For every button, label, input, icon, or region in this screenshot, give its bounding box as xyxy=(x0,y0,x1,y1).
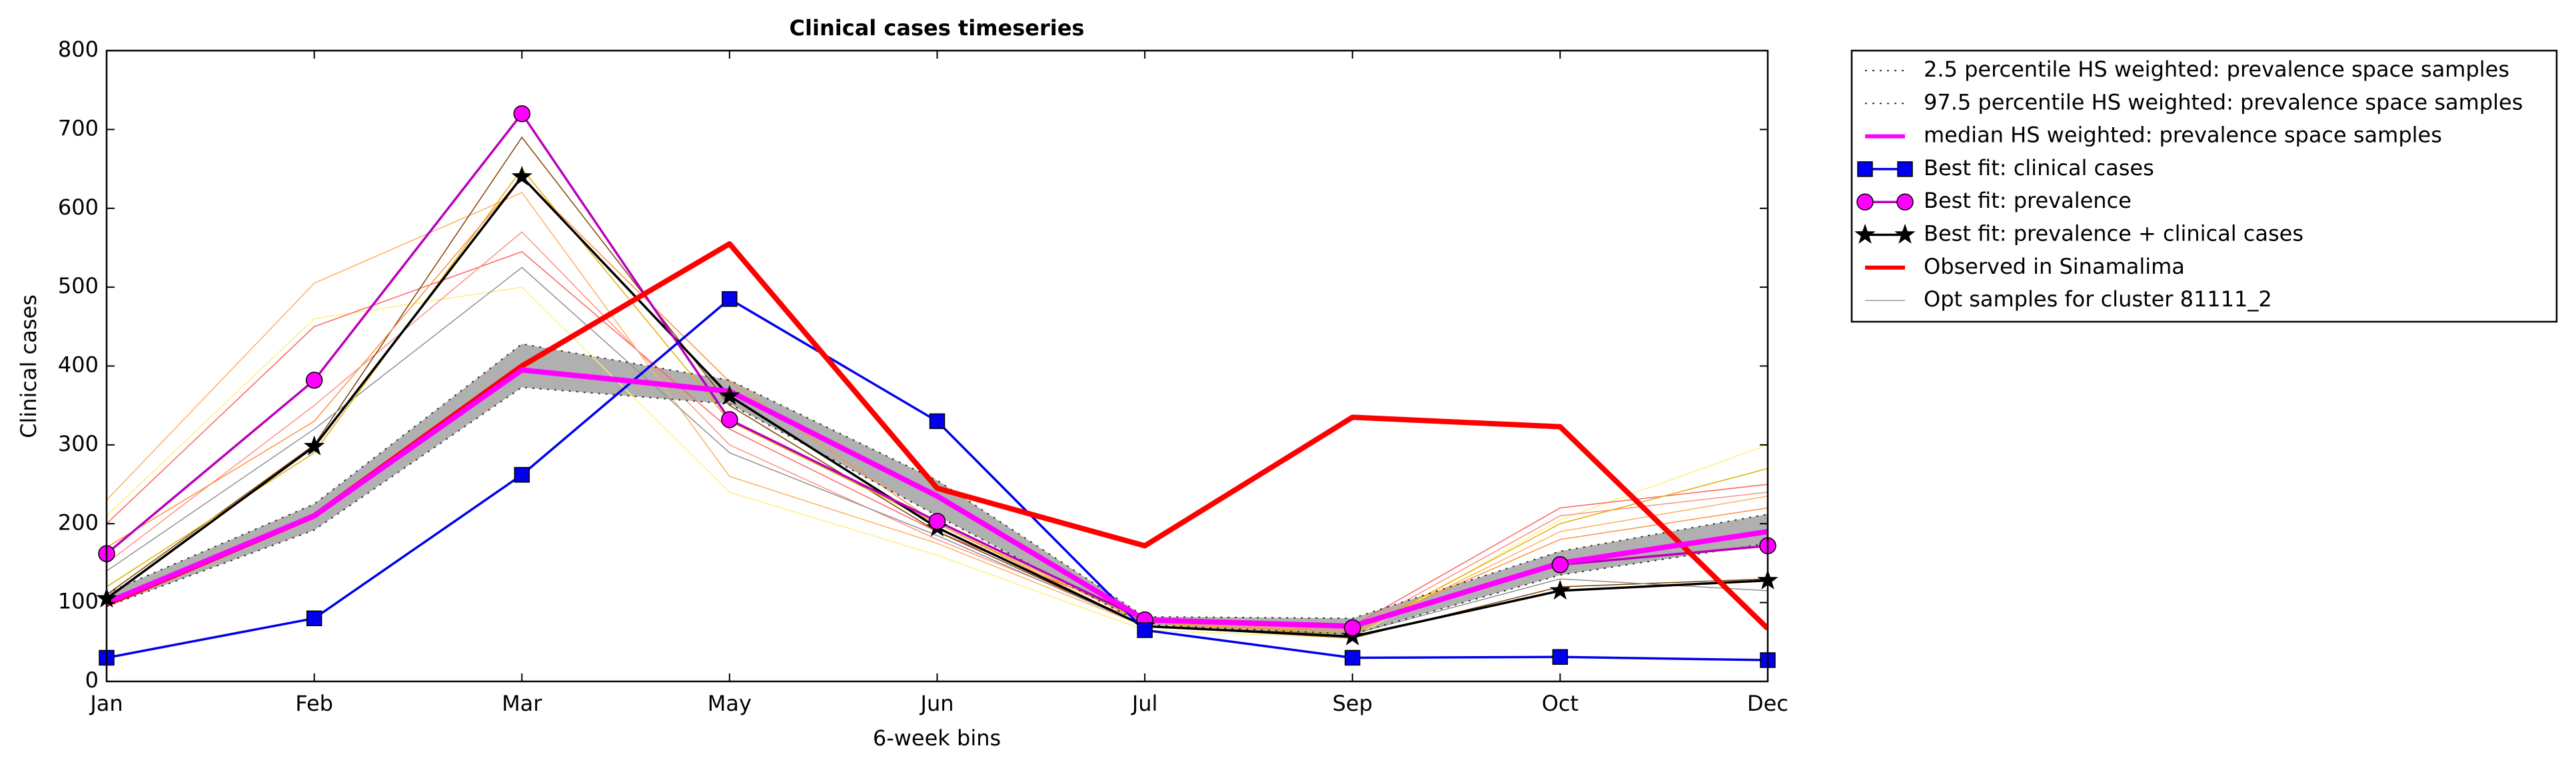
legend-label: Observed in Sinamalima xyxy=(1924,254,2185,279)
marker-square xyxy=(1345,649,1361,666)
legend-box xyxy=(1850,49,2558,323)
y-tick-label: 200 xyxy=(58,510,99,535)
marker-square xyxy=(306,610,322,627)
marker-circle xyxy=(1344,619,1361,637)
legend-label: median HS weighted: prevalence space sam… xyxy=(1924,123,2442,148)
marker-star xyxy=(511,165,532,186)
marker-square xyxy=(1857,161,1873,177)
x-axis-label: 6-week bins xyxy=(873,725,1001,751)
x-tick-label: May xyxy=(708,691,752,716)
sample-line xyxy=(107,286,1768,639)
y-tick-label: 700 xyxy=(58,115,99,141)
marker-star xyxy=(303,435,325,456)
marker-square xyxy=(1897,161,1913,177)
y-tick-label: 800 xyxy=(58,37,99,62)
marker-star xyxy=(1549,579,1571,600)
y-tick-label: 0 xyxy=(85,667,99,693)
legend-label: Best fit: clinical cases xyxy=(1924,155,2154,181)
y-tick-label: 100 xyxy=(58,589,99,614)
sample-line xyxy=(107,231,1768,631)
marker-star xyxy=(719,384,740,405)
y-tick-label: 300 xyxy=(58,431,99,456)
y-tick-label: 400 xyxy=(58,352,99,378)
x-tick-label: Oct xyxy=(1542,691,1579,716)
sample-line xyxy=(107,266,1768,635)
sample-line xyxy=(107,168,1768,635)
sample-line xyxy=(107,192,1768,635)
legend-label: Opt samples for cluster 81111_2 xyxy=(1924,286,2272,312)
sample-line xyxy=(107,176,1768,631)
series-line xyxy=(107,367,1768,629)
marker-circle xyxy=(721,411,738,428)
marker-square xyxy=(1137,622,1153,638)
marker-star xyxy=(1894,223,1916,244)
y-tick-label: 500 xyxy=(58,273,99,298)
marker-star xyxy=(1854,223,1876,244)
legend-label: 2.5 percentile HS weighted: prevalence s… xyxy=(1924,57,2509,82)
chart-title: Clinical cases timeseries xyxy=(790,15,1085,41)
legend: 2.5 percentile HS weighted: prevalence s… xyxy=(1850,49,2558,323)
x-tick-label: Jul xyxy=(1131,691,1158,716)
marker-square xyxy=(1552,649,1569,665)
legend-label: Best fit: prevalence xyxy=(1924,188,2132,213)
x-tick-label: Mar xyxy=(502,691,542,716)
marker-square xyxy=(514,467,530,483)
marker-circle xyxy=(513,105,530,123)
y-tick-label: 600 xyxy=(58,194,99,220)
x-tick-label: Dec xyxy=(1747,691,1788,716)
marker-square xyxy=(722,291,738,307)
marker-square xyxy=(929,413,946,430)
legend-label: Best fit: prevalence + clinical cases xyxy=(1924,221,2303,246)
marker-circle xyxy=(928,512,946,530)
marker-circle xyxy=(305,372,323,389)
marker-circle xyxy=(1896,193,1914,210)
y-axis-label: Clinical cases xyxy=(16,294,41,438)
legend-label: 97.5 percentile HS weighted: prevalence … xyxy=(1924,89,2523,115)
x-tick-label: Jun xyxy=(920,691,954,716)
sample-line xyxy=(107,136,1768,639)
x-tick-label: Jan xyxy=(89,691,123,716)
x-tick-label: Sep xyxy=(1333,691,1373,716)
plot-area xyxy=(107,112,1768,661)
x-tick-label: Feb xyxy=(295,691,333,716)
marker-circle xyxy=(1551,556,1569,574)
marker-circle xyxy=(1856,193,1874,210)
